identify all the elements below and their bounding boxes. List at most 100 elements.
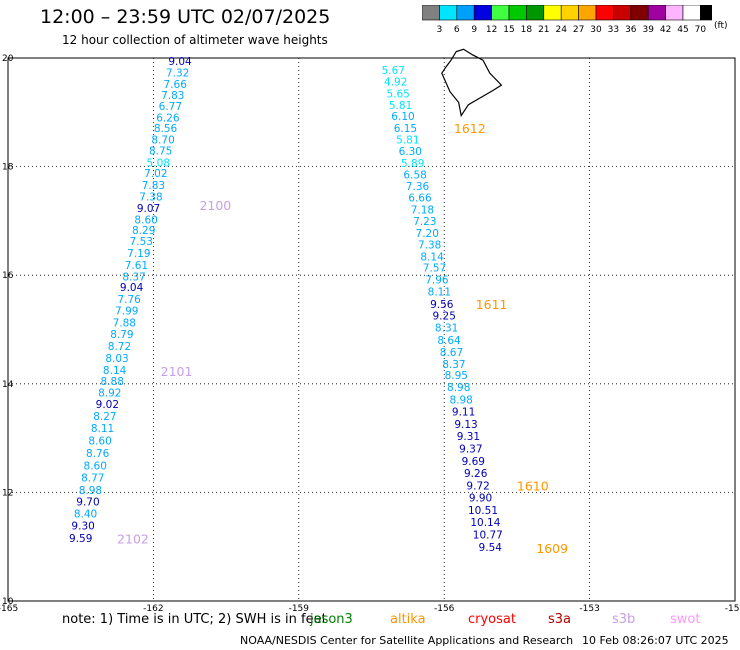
wave-height-value: 8.79 xyxy=(110,329,133,341)
satellite-legend-cryosat: cryosat xyxy=(468,612,516,627)
wave-height-value: 9.30 xyxy=(71,521,94,533)
wave-height-value: 8.76 xyxy=(86,448,110,460)
wave-height-value: 7.38 xyxy=(139,192,162,204)
wave-height-value: 9.25 xyxy=(433,310,456,322)
wave-height-value: 8.98 xyxy=(79,485,102,497)
satellite-legend-s3b: s3b xyxy=(612,612,636,627)
wave-height-value: 9.11 xyxy=(452,407,475,419)
map-frame xyxy=(7,57,736,602)
wave-height-value: 8.03 xyxy=(105,353,128,365)
color-scale-tick: 9 xyxy=(471,25,477,35)
wave-height-value: 6.66 xyxy=(408,193,432,205)
satellite-legend-jason3: jason3 xyxy=(310,612,353,627)
wave-height-value: 9.04 xyxy=(120,282,144,294)
credit-line: NOAA/NESDIS Center for Satellite Applica… xyxy=(240,634,574,647)
pass-time-label: 2102 xyxy=(117,532,149,547)
wave-height-value: 8.95 xyxy=(445,370,468,382)
wave-height-value: 6.58 xyxy=(403,169,426,181)
color-scale-tick: 70 xyxy=(695,25,707,35)
longitude-tick-label: -165 xyxy=(0,604,18,612)
wave-height-value: 5.89 xyxy=(401,158,424,170)
wave-height-value: 8.60 xyxy=(84,460,107,472)
map-subtitle: 12 hour collection of altimeter wave hei… xyxy=(62,33,328,47)
wave-height-value: 7.19 xyxy=(127,248,150,260)
latitude-tick-label: 10 xyxy=(2,597,14,607)
wave-height-value: 9.31 xyxy=(457,431,480,443)
satellite-legend-altika: altika xyxy=(390,612,426,627)
wave-height-value: 7.53 xyxy=(130,236,153,248)
wave-height-value: 9.13 xyxy=(454,419,477,431)
wave-height-value: 8.72 xyxy=(108,341,131,353)
pass-time-label: 1610 xyxy=(517,478,549,493)
pass-time-label: 1609 xyxy=(536,541,568,556)
color-scale-tick: 42 xyxy=(660,25,671,35)
color-swatch xyxy=(700,5,712,21)
wave-height-value: 9.02 xyxy=(96,399,119,411)
longitude-tick-label: -156 xyxy=(434,604,455,612)
latitude-tick-label: 18 xyxy=(2,163,14,173)
wave-height-value: 8.11 xyxy=(91,423,114,435)
wave-height-value: 10.14 xyxy=(470,517,500,529)
wave-height-value: 8.77 xyxy=(81,472,104,484)
wave-height-value: 7.61 xyxy=(125,260,148,272)
wave-height-value: 7.83 xyxy=(161,90,184,102)
wave-height-value: 8.37 xyxy=(442,359,465,371)
longitude-tick-label: -150 xyxy=(725,604,740,612)
longitude-tick-label: -162 xyxy=(143,604,163,612)
wave-height-value: 7.02 xyxy=(144,168,167,180)
longitude-tick-label: -159 xyxy=(289,604,310,612)
wave-height-value: 7.18 xyxy=(411,205,434,217)
footer-note: note: 1) Time is in UTC; 2) SWH is in fe… xyxy=(62,612,327,627)
color-scale-tick: 18 xyxy=(521,25,533,35)
wave-height-value: 8.75 xyxy=(149,145,172,157)
wave-height-value: 4.92 xyxy=(384,76,407,88)
wave-height-value: 7.20 xyxy=(416,228,439,240)
wave-height-value: 10.77 xyxy=(473,529,503,541)
wave-height-value: 8.60 xyxy=(88,435,111,447)
wave-height-value: 7.23 xyxy=(413,216,436,228)
satellite-legend-swot: swot xyxy=(670,612,701,627)
color-scale-legend: 3 6 9 12 15 18 21 24 27 30 33 36 39 42 45 70 xyxy=(422,5,712,35)
wave-height-value: 6.77 xyxy=(159,101,182,113)
wave-height-value: 9.54 xyxy=(479,542,503,554)
wave-height-value: 8.92 xyxy=(98,388,121,400)
wave-height-value: 7.57 xyxy=(423,263,446,275)
wave-height-value: 8.64 xyxy=(437,335,461,347)
color-scale-tick: 12 xyxy=(486,25,497,35)
color-scale-tick: 39 xyxy=(642,25,654,35)
wave-height-value: 9.37 xyxy=(459,444,482,456)
wave-height-value: 7.36 xyxy=(406,181,430,193)
latitude-tick-label: 20 xyxy=(2,54,14,64)
wave-height-value: 6.15 xyxy=(394,123,417,135)
latitude-tick-label: 12 xyxy=(2,488,13,498)
pass-time-label: 2100 xyxy=(199,198,231,213)
color-scale-tick: 24 xyxy=(555,25,567,35)
color-scale-tick: 33 xyxy=(608,25,619,35)
color-scale-tick: 21 xyxy=(538,25,549,35)
wave-height-value: 7.76 xyxy=(117,294,141,306)
pass-time-label: 1612 xyxy=(454,121,486,136)
color-scale-tick: 45 xyxy=(677,25,688,35)
color-scale-tick: 15 xyxy=(503,25,514,35)
wave-height-value: 9.69 xyxy=(462,456,485,468)
wave-height-value: 7.83 xyxy=(142,180,165,192)
wave-height-value: 8.56 xyxy=(154,123,178,135)
units-label: (ft) xyxy=(714,21,728,31)
wave-height-value: 9.59 xyxy=(69,533,92,545)
latitude-tick-label: 14 xyxy=(2,380,14,390)
wave-height-value: 9.56 xyxy=(430,299,454,311)
wave-height-value: 5.08 xyxy=(147,157,170,169)
longitude-tick-label: -153 xyxy=(579,604,599,612)
wave-height-value: 8.37 xyxy=(122,271,145,283)
wave-height-value: 10.51 xyxy=(468,505,498,517)
wave-height-value: 7.88 xyxy=(113,318,136,330)
wave-height-value: 7.38 xyxy=(418,239,441,251)
map-title: 12:00 – 23:59 UTC 02/07/2025 xyxy=(40,6,331,28)
color-scale-tick: 6 xyxy=(454,25,460,35)
satellite-legend-s3a: s3a xyxy=(548,612,572,627)
pass-time-label: 2101 xyxy=(161,364,193,379)
wave-height-value: 5.67 xyxy=(382,65,405,77)
wave-height-value: 7.99 xyxy=(115,306,138,318)
wave-height-value: 8.27 xyxy=(93,411,116,423)
generation-date: 10 Feb 08:26:07 UTC 2025 xyxy=(582,634,729,647)
